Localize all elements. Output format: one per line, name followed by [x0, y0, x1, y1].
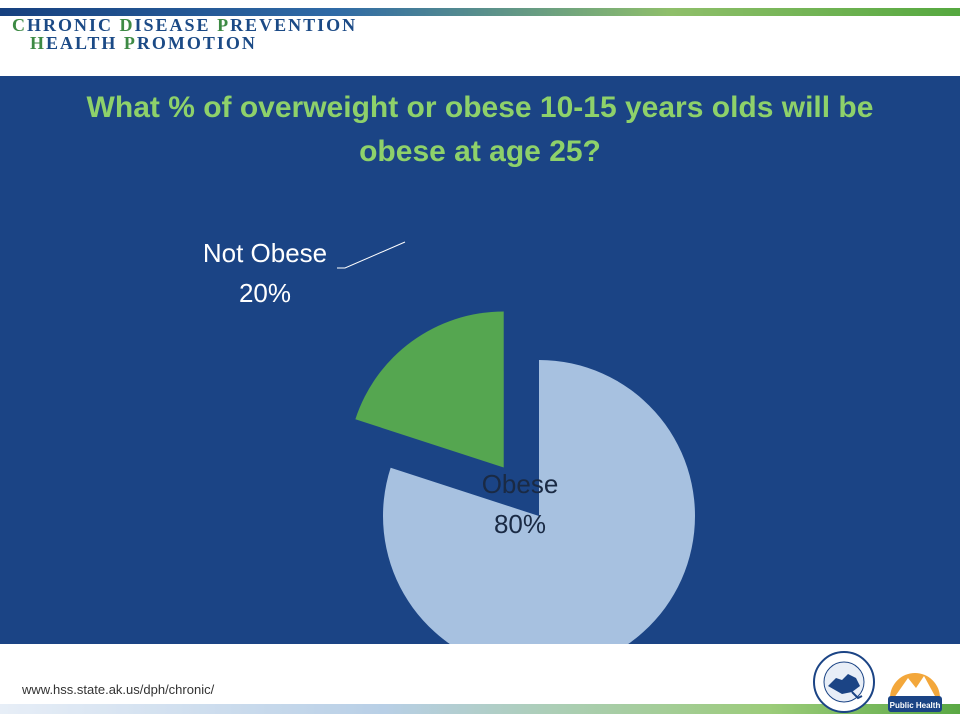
leader-line-not-obese: [337, 241, 406, 269]
header-bar: CHRONIC DISEASE PREVENTION HEALTH PROMOT…: [0, 0, 960, 76]
state-of-alaska-seal-icon: [813, 651, 875, 713]
brand-line-2: HEALTH PROMOTION: [30, 33, 257, 53]
data-label-obese-name: Obese: [482, 469, 559, 499]
public-health-logo-icon: Public Health: [888, 673, 942, 712]
data-label-not-obese-name: Not Obese: [203, 238, 327, 268]
slide-content: What % of overweight or obese 10-15 year…: [0, 76, 960, 644]
data-label-obese-value: 80%: [494, 509, 546, 539]
data-label-not-obese-value: 20%: [239, 278, 291, 308]
pie-slice-not-obese: [355, 311, 504, 468]
footer-url[interactable]: www.hss.state.ak.us/dph/chronic/: [22, 682, 215, 697]
brand-logo: CHRONIC DISEASE PREVENTION HEALTH PROMOT…: [12, 16, 357, 52]
brand-line-1: CHRONIC DISEASE PREVENTION: [12, 15, 358, 35]
chart-title: What % of overweight or obese 10-15 year…: [86, 91, 874, 168]
pie-chart: Obese 80% Not Obese 20%: [203, 238, 695, 644]
svg-text:Public Health: Public Health: [890, 701, 941, 710]
footer: www.hss.state.ak.us/dph/chronic/ Public …: [0, 644, 960, 720]
footer-stripe: [0, 704, 960, 714]
header-stripe: [0, 8, 960, 16]
pie-slice-obese: [383, 360, 695, 644]
